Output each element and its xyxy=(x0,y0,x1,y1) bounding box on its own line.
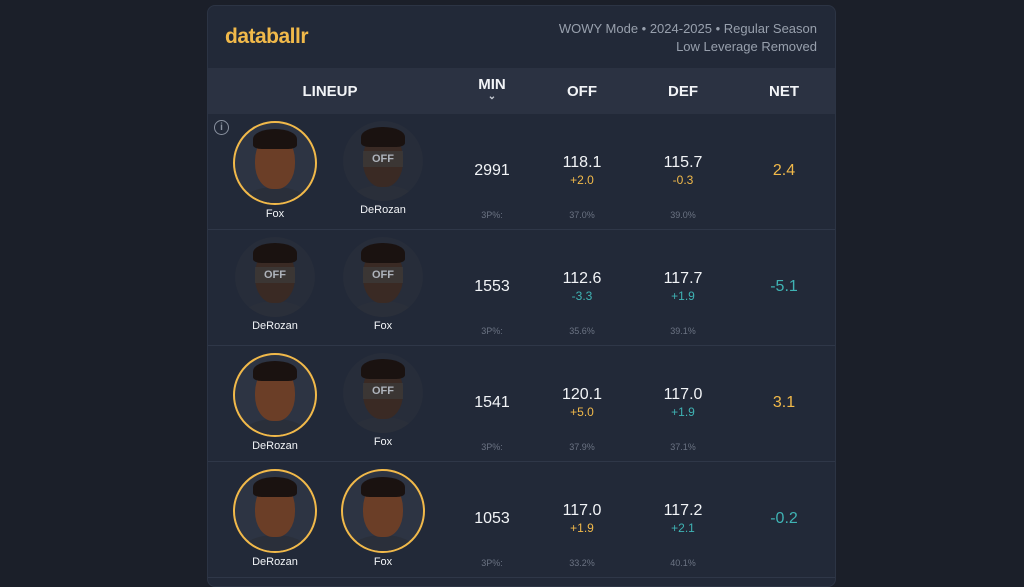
player-name: Fox xyxy=(373,436,393,448)
def-three-pt: 40.1% xyxy=(670,558,696,568)
off-rating: 120.1 +5.0 xyxy=(561,386,603,419)
def-rating: 117.0 +1.9 xyxy=(663,386,703,419)
minutes: 1541 xyxy=(474,394,510,411)
off-rating: 117.0 +1.9 xyxy=(562,502,602,535)
player-2[interactable]: OFF Fox xyxy=(341,237,425,332)
col-net[interactable]: NET xyxy=(769,83,799,100)
player-name: Fox xyxy=(265,208,285,220)
off-badge: OFF xyxy=(363,151,403,167)
table-row[interactable]: DeRozan OFF Fox 1541 120.1 +5.0 117.0 +1.9… xyxy=(208,346,835,462)
three-pt-label: 3P%: xyxy=(481,558,503,568)
col-lineup[interactable]: LINEUP xyxy=(302,83,358,100)
off-three-pt: 33.2% xyxy=(569,558,595,568)
meta-line-2: Low Leverage Removed xyxy=(676,39,817,54)
def-three-pt: 39.0% xyxy=(670,210,696,220)
avatar: OFF xyxy=(343,237,423,317)
player-2[interactable]: Fox xyxy=(341,469,425,568)
avatar xyxy=(233,353,317,437)
avatar xyxy=(233,121,317,205)
off-badge: OFF xyxy=(363,267,403,283)
net-rating: -5.1 xyxy=(770,278,798,295)
off-badge: OFF xyxy=(363,383,403,399)
player-1[interactable]: DeRozan xyxy=(233,353,317,452)
logo[interactable]: databallr xyxy=(225,25,309,48)
def-three-pt: 37.1% xyxy=(670,442,696,452)
player-name: DeRozan xyxy=(360,204,406,216)
table-row[interactable]: OFF DeRozan OFF Fox 1553 112.6 -3.3 117.7… xyxy=(208,230,835,346)
def-rating: 117.2 +2.1 xyxy=(663,502,703,535)
net-rating: 2.4 xyxy=(772,162,796,179)
net-rating: 3.1 xyxy=(772,394,796,411)
player-1[interactable]: DeRozan xyxy=(233,469,317,568)
net-rating: -0.2 xyxy=(770,510,798,527)
meta-line-1: WOWY Mode • 2024-2025 • Regular Season xyxy=(558,21,817,36)
off-three-pt: 37.9% xyxy=(569,442,595,452)
def-three-pt: 39.1% xyxy=(670,326,696,336)
player-2[interactable]: OFF Fox xyxy=(341,353,425,448)
off-three-pt: 35.6% xyxy=(569,326,595,336)
chevron-down-icon: ⌄ xyxy=(487,91,497,102)
avatar xyxy=(233,469,317,553)
player-1[interactable]: OFF DeRozan xyxy=(233,237,317,332)
three-pt-label: 3P%: xyxy=(481,442,503,452)
off-badge: OFF xyxy=(255,267,295,283)
col-min-label: MIN xyxy=(478,76,506,93)
player-2[interactable]: OFF DeRozan xyxy=(341,121,425,216)
avatar: OFF xyxy=(343,121,423,201)
def-rating: 115.7 -0.3 xyxy=(663,154,703,187)
table-header: LINEUP MIN ⌄ OFF DEF NET xyxy=(208,68,835,114)
off-rating: 118.1 +2.0 xyxy=(562,154,602,187)
off-three-pt: 37.0% xyxy=(569,210,595,220)
def-rating: 117.7 +1.9 xyxy=(663,270,703,303)
player-1[interactable]: Fox xyxy=(233,121,317,220)
avatar: OFF xyxy=(343,353,423,433)
col-min[interactable]: MIN ⌄ xyxy=(478,76,506,102)
player-name: DeRozan xyxy=(252,440,298,452)
mode-info: WOWY Mode • 2024-2025 • Regular Season L… xyxy=(559,20,817,56)
table-row[interactable]: Fox OFF DeRozan 2991 118.1 +2.0 115.7 -0.3… xyxy=(208,114,835,230)
table-body: Fox OFF DeRozan 2991 118.1 +2.0 115.7 -0.3… xyxy=(208,114,835,578)
three-pt-label: 3P%: xyxy=(481,210,503,220)
col-off[interactable]: OFF xyxy=(567,83,597,100)
minutes: 2991 xyxy=(474,162,510,179)
player-name: Fox xyxy=(373,556,393,568)
off-rating: 112.6 -3.3 xyxy=(562,270,602,303)
player-name: DeRozan xyxy=(252,556,298,568)
avatar: OFF xyxy=(235,237,315,317)
card-header: databallr WOWY Mode • 2024-2025 • Regula… xyxy=(208,6,835,68)
table-row[interactable]: DeRozan Fox 1053 117.0 +1.9 117.2 +2.1 -0.… xyxy=(208,462,835,578)
three-pt-label: 3P%: xyxy=(481,326,503,336)
info-icon[interactable]: i xyxy=(214,120,229,135)
wowy-card: databallr WOWY Mode • 2024-2025 • Regula… xyxy=(207,5,836,587)
minutes: 1053 xyxy=(474,510,510,527)
col-def[interactable]: DEF xyxy=(668,83,698,100)
avatar xyxy=(341,469,425,553)
player-name: DeRozan xyxy=(252,320,298,332)
minutes: 1553 xyxy=(474,278,510,295)
player-name: Fox xyxy=(373,320,393,332)
